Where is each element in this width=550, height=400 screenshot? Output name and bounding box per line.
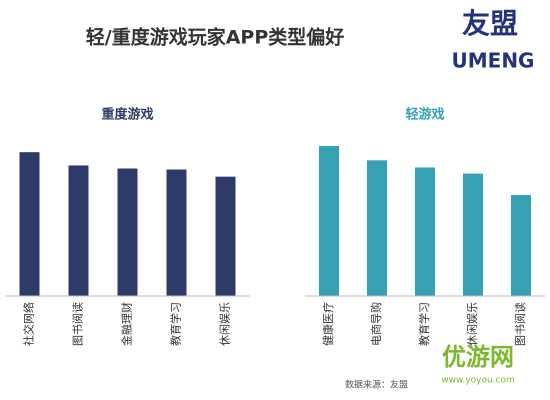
page-title: 轻/重度游戏玩家APP类型偏好 (86, 26, 345, 49)
logo-en: UMENG (452, 49, 535, 73)
x-tick-label: 图书阅读 (513, 302, 527, 346)
bar (367, 160, 387, 296)
bar (117, 168, 138, 296)
bar (19, 152, 40, 296)
watermark-url: www.yoyou.com (441, 376, 515, 386)
x-tick-label: 健康医疗 (321, 302, 335, 346)
logo-cn: 友盟 (462, 7, 518, 40)
bar (166, 169, 187, 296)
bar (415, 167, 435, 296)
bar (68, 165, 89, 296)
bar (319, 146, 339, 296)
bar (511, 195, 531, 296)
x-tick-label: 金融理财 (120, 302, 134, 346)
bar (215, 176, 236, 296)
chart-title: 轻游戏 (405, 107, 444, 123)
x-tick-label: 社交网络 (22, 302, 36, 346)
source-note: 数据来源：友盟 (345, 379, 408, 391)
x-tick-label: 教育学习 (417, 302, 431, 346)
chart-title: 重度游戏 (101, 107, 153, 123)
x-tick-label: 教育学习 (169, 302, 183, 346)
bar (463, 173, 483, 296)
watermark-name: 优游网 (442, 343, 514, 371)
x-tick-label: 电商导购 (369, 302, 383, 346)
x-tick-label: 图书阅读 (71, 302, 85, 346)
x-tick-label: 休闲娱乐 (465, 302, 479, 346)
x-tick-label: 休闲娱乐 (218, 302, 232, 346)
